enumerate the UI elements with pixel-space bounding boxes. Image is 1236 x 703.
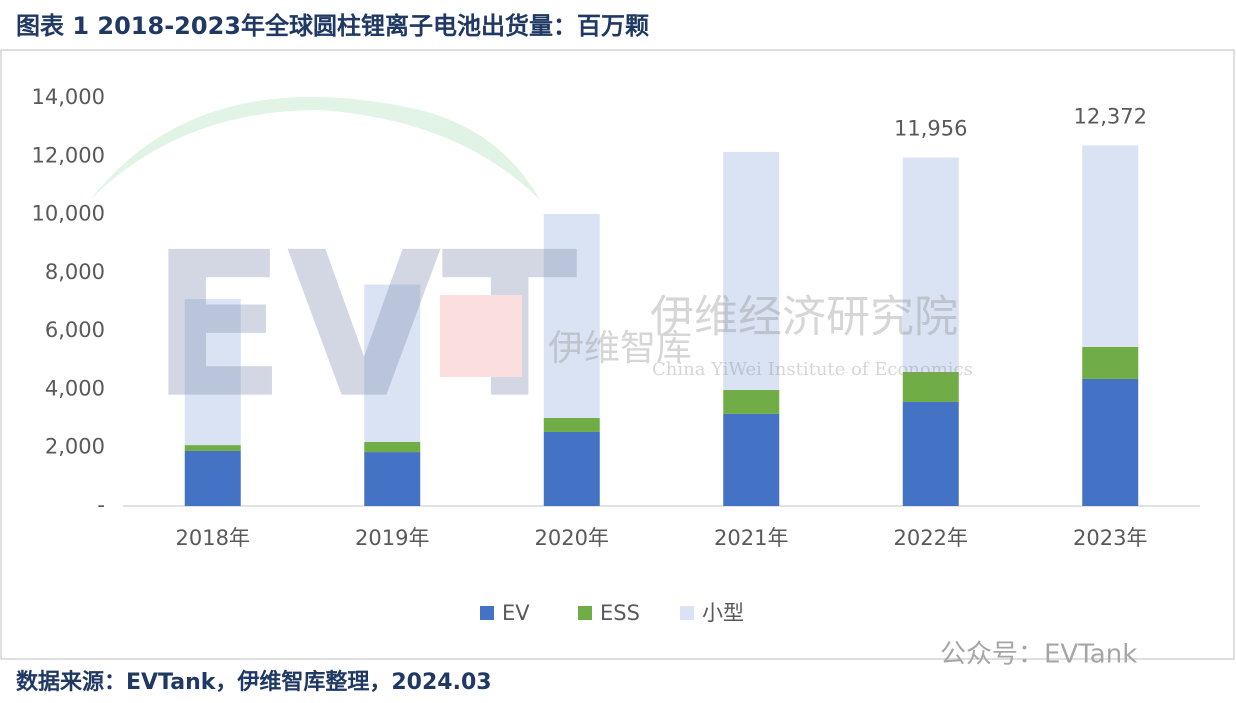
y-tick-label: 8,000	[45, 260, 105, 284]
bar-segment	[1082, 145, 1139, 347]
source-note: 数据来源：EVTank，伊维智库整理，2024.03	[16, 669, 492, 695]
y-tick-label: 12,000	[32, 143, 105, 167]
bar-segment	[543, 431, 600, 506]
watermark-account: 公众号：EVTank	[940, 640, 1137, 670]
y-tick-label: 4,000	[45, 376, 105, 400]
x-tick-label: 2023年	[1073, 526, 1147, 550]
bar-segment	[543, 213, 600, 418]
total-label: 12,372	[1074, 104, 1147, 128]
bar-segment	[723, 151, 780, 391]
watermark-english: China YiWei Institute of Economics	[652, 359, 973, 380]
watermark-logo: EVT	[150, 210, 578, 443]
bar-segment	[543, 417, 600, 432]
watermark-swoosh	[90, 96, 540, 200]
bar-segment	[1082, 346, 1139, 379]
chart-frame	[0, 49, 1235, 660]
legend-label: ESS	[600, 601, 640, 625]
legend-swatch	[578, 606, 592, 620]
bar-segment	[184, 445, 241, 451]
legend-label: EV	[502, 601, 530, 625]
bar-segment	[723, 390, 780, 414]
y-tick-label: 10,000	[32, 202, 105, 226]
bar-segment	[364, 284, 421, 442]
x-tick-label: 2018年	[176, 526, 250, 550]
legend-swatch	[480, 606, 494, 620]
bar-segment	[184, 450, 241, 506]
bar-segment	[902, 401, 959, 506]
watermark-box	[440, 295, 522, 377]
y-tick-label: 14,000	[32, 85, 105, 109]
y-tick-label: -	[97, 493, 105, 517]
total-label: 11,956	[894, 117, 967, 141]
x-tick-label: 2019年	[355, 526, 429, 550]
bar-segment	[364, 441, 421, 453]
page-title: 图表 1 2018-2023年全球圆柱锂离子电池出货量：百万颗	[16, 12, 649, 40]
bar-segment	[1082, 378, 1139, 506]
x-tick-label: 2022年	[894, 526, 968, 550]
watermark-short: 伊维智库	[548, 328, 692, 369]
legend-swatch	[680, 606, 694, 620]
bar-segment	[364, 452, 421, 506]
legend-label: 小型	[702, 601, 744, 625]
bar-segment	[902, 157, 959, 372]
watermark: EVT 伊维智库 伊维经济研究院 China YiWei Institute o…	[90, 96, 973, 443]
bar-segment	[184, 299, 241, 446]
x-tick-label: 2020年	[535, 526, 609, 550]
bar-segment	[902, 371, 959, 402]
bar-segment	[723, 413, 780, 506]
watermark-name: 伊维经济研究院	[650, 292, 958, 343]
y-tick-label: 2,000	[45, 435, 105, 459]
x-tick-label: 2021年	[714, 526, 788, 550]
y-tick-label: 6,000	[45, 318, 105, 342]
